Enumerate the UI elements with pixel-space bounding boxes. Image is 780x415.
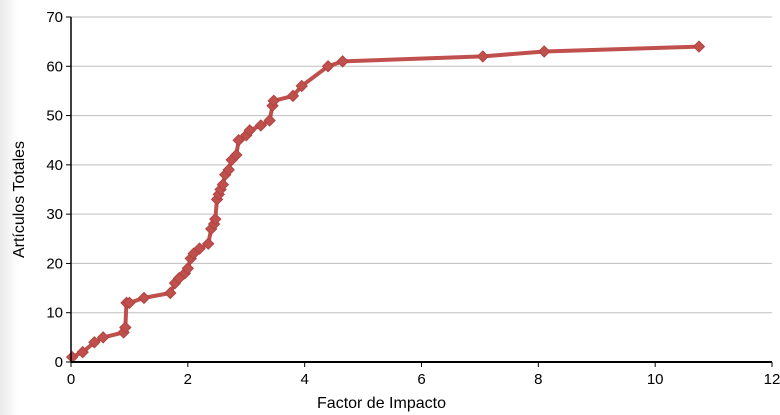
y-tick-labels: 0 10 20 30 40 50 60 70 <box>46 9 63 371</box>
series-layer <box>65 40 706 364</box>
axes <box>66 16 773 367</box>
data-point <box>286 89 300 103</box>
y-tick-label: 50 <box>46 108 63 125</box>
x-tick-label: 6 <box>417 371 425 388</box>
data-point <box>76 345 89 359</box>
x-tick-label: 2 <box>184 371 192 388</box>
data-point <box>202 237 215 250</box>
y-tick-label: 60 <box>46 58 63 75</box>
y-tick-label: 20 <box>46 255 63 272</box>
data-point <box>209 212 222 226</box>
data-point <box>181 262 195 275</box>
data-point <box>96 331 110 344</box>
y-tick-label: 70 <box>46 9 63 26</box>
x-tick-label: 10 <box>647 371 664 388</box>
y-tick-label: 40 <box>46 157 63 174</box>
series-line <box>70 44 701 360</box>
data-point <box>254 119 268 132</box>
data-point <box>119 321 132 334</box>
data-point <box>216 178 230 191</box>
data-point <box>263 114 276 127</box>
x-tick-label: 0 <box>67 371 75 388</box>
data-point <box>222 163 235 176</box>
data-point <box>137 291 151 305</box>
series-0 <box>65 40 706 364</box>
x-axis-title: Factor de Impacto <box>317 395 446 412</box>
y-tick-label: 0 <box>55 354 63 371</box>
data-point <box>193 242 206 255</box>
data-point <box>267 94 280 107</box>
y-tick-label: 10 <box>46 305 63 322</box>
gridlines <box>71 16 772 314</box>
data-point <box>88 336 101 349</box>
x-tick-label: 12 <box>764 371 780 388</box>
x-tick-label: 8 <box>534 371 542 388</box>
x-tick-label: 4 <box>300 371 308 388</box>
y-axis-title: Artículos Totales <box>11 141 28 258</box>
data-point <box>232 134 245 147</box>
data-point <box>295 79 308 93</box>
y-tick-label: 30 <box>46 206 63 223</box>
data-point <box>230 148 243 162</box>
data-point <box>164 286 177 300</box>
data-point <box>123 296 136 310</box>
data-point <box>476 50 490 63</box>
data-point <box>692 40 706 53</box>
x-tick-labels: 0 2 4 6 8 10 12 <box>67 371 780 388</box>
data-point <box>537 45 551 58</box>
data-point <box>336 55 349 68</box>
data-point <box>243 124 256 137</box>
data-point <box>321 60 335 73</box>
